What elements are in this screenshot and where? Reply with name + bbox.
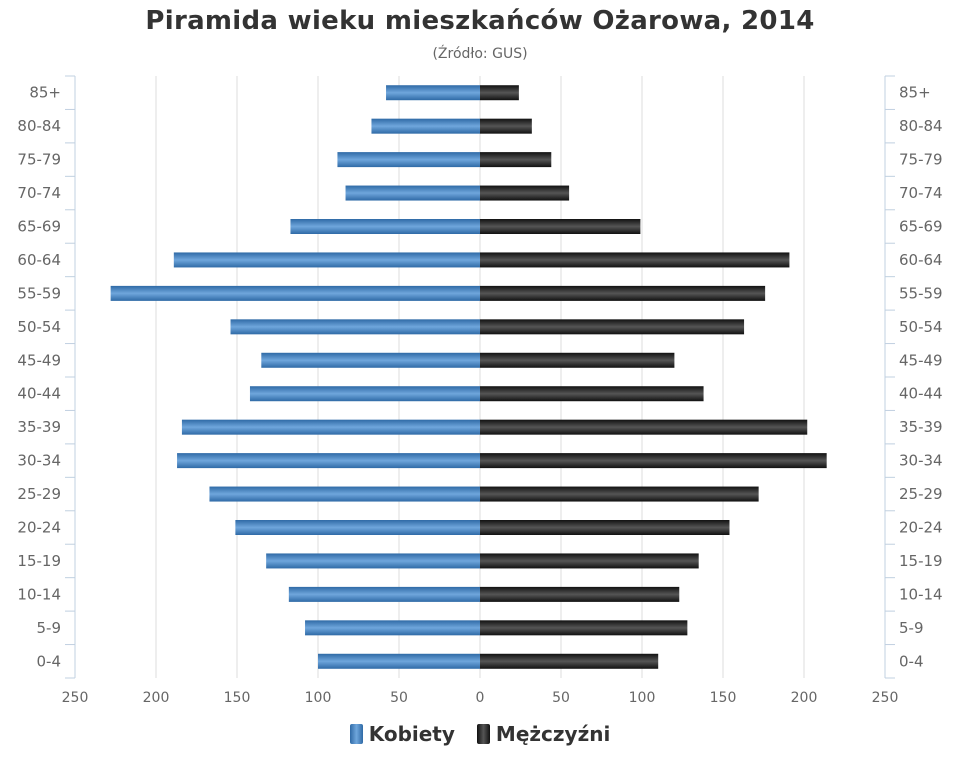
bar-mezczyzni [480, 620, 688, 636]
bar-kobiety [266, 553, 480, 569]
category-label-left: 80-84 [17, 117, 61, 135]
legend: Kobiety Mężczyźni [0, 722, 960, 746]
bar-mezczyzni [480, 419, 808, 435]
category-label-right: 35-39 [899, 418, 943, 436]
bar-mezczyzni [480, 219, 641, 234]
category-label-right: 5-9 [899, 619, 924, 637]
bar-mezczyzni [480, 85, 519, 101]
legend-swatch-kobiety [349, 724, 363, 744]
bar-mezczyzni [480, 285, 766, 301]
legend-item-kobiety[interactable]: Kobiety [349, 722, 455, 746]
category-label-right: 50-54 [899, 318, 943, 336]
category-label-left: 60-64 [17, 251, 61, 269]
bar-kobiety [290, 219, 480, 234]
category-label-left: 25-29 [17, 485, 61, 503]
x-tick-label: 200 [791, 690, 818, 706]
x-tick-label: 250 [62, 690, 89, 706]
category-label-right: 20-24 [899, 519, 943, 537]
category-label-right: 60-64 [899, 251, 943, 269]
category-label-right: 10-14 [899, 585, 943, 603]
category-label-left: 40-44 [17, 385, 61, 403]
bar-mezczyzni [480, 252, 790, 268]
bar-mezczyzni [480, 486, 759, 502]
category-label-left: 5-9 [37, 619, 62, 637]
bar-kobiety [235, 520, 480, 535]
bar-kobiety [288, 586, 480, 602]
category-label-right: 70-74 [899, 184, 943, 202]
bar-mezczyzni [480, 352, 675, 368]
category-label-left: 55-59 [17, 284, 61, 302]
category-label-right: 75-79 [899, 151, 943, 169]
legend-label-kobiety: Kobiety [368, 722, 455, 746]
bar-kobiety [173, 252, 480, 268]
bar-kobiety [318, 653, 480, 669]
bar-mezczyzni [480, 118, 532, 134]
axes [65, 75, 895, 679]
x-tick-label: 200 [143, 690, 170, 706]
category-label-right: 55-59 [899, 284, 943, 302]
legend-item-mezczyzni[interactable]: Mężczyźni [476, 722, 611, 746]
bar-mezczyzni [480, 319, 745, 335]
category-label-right: 40-44 [899, 385, 943, 403]
category-label-left: 15-19 [17, 552, 61, 570]
category-label-left: 10-14 [17, 585, 61, 603]
x-tick-label: 50 [552, 690, 570, 706]
category-label-left: 35-39 [17, 418, 61, 436]
category-label-right: 30-34 [899, 452, 943, 470]
bars [110, 85, 827, 669]
bar-kobiety [181, 419, 481, 435]
bar-kobiety [209, 486, 480, 502]
bar-kobiety [345, 185, 480, 201]
x-tick-label: 250 [872, 690, 899, 706]
bar-mezczyzni [480, 386, 704, 402]
category-label-right: 45-49 [899, 351, 943, 369]
x-tick-label: 150 [224, 690, 251, 706]
bar-kobiety [305, 620, 480, 636]
bar-kobiety [249, 386, 480, 402]
category-label-left: 20-24 [17, 519, 61, 537]
legend-swatch-mezczyzni [476, 724, 490, 744]
legend-label-mezczyzni: Mężczyźni [495, 722, 611, 746]
category-label-right: 80-84 [899, 117, 943, 135]
category-label-right: 65-69 [899, 218, 943, 236]
bar-kobiety [110, 285, 480, 301]
bar-kobiety [371, 118, 480, 134]
category-label-left: 85+ [29, 84, 61, 102]
category-label-right: 85+ [899, 84, 931, 102]
category-label-right: 0-4 [899, 652, 924, 670]
category-label-left: 45-49 [17, 351, 61, 369]
labels: 250 200 150 100 50 0 50 100 150 200 250 85+ 85+ 80-84… [17, 84, 942, 706]
category-label-right: 25-29 [899, 485, 943, 503]
bar-mezczyzni [480, 185, 570, 201]
category-label-right: 15-19 [899, 552, 943, 570]
bar-mezczyzni [480, 586, 680, 602]
bar-kobiety [261, 352, 480, 368]
bar-mezczyzni [480, 653, 659, 669]
category-label-left: 30-34 [17, 452, 61, 470]
bar-kobiety [230, 319, 480, 335]
category-label-left: 75-79 [17, 151, 61, 169]
chart-subtitle: (Źródło: GUS) [432, 46, 528, 62]
category-label-left: 65-69 [17, 218, 61, 236]
bar-mezczyzni [480, 152, 552, 168]
category-label-left: 70-74 [17, 184, 61, 202]
bar-mezczyzni [480, 520, 730, 535]
chart-title: Piramida wieku mieszkańców Ożarowa, 2014 [145, 6, 815, 36]
x-tick-label: 100 [629, 690, 656, 706]
bar-mezczyzni [480, 553, 699, 569]
bar-kobiety [386, 85, 480, 101]
x-tick-label: 50 [390, 690, 408, 706]
x-tick-label: 100 [305, 690, 332, 706]
bar-kobiety [337, 152, 480, 168]
category-label-left: 0-4 [37, 652, 62, 670]
x-tick-label: 0 [476, 690, 485, 706]
category-label-left: 50-54 [17, 318, 61, 336]
x-tick-label: 150 [710, 690, 737, 706]
bar-kobiety [177, 453, 480, 469]
bar-mezczyzni [480, 453, 827, 469]
